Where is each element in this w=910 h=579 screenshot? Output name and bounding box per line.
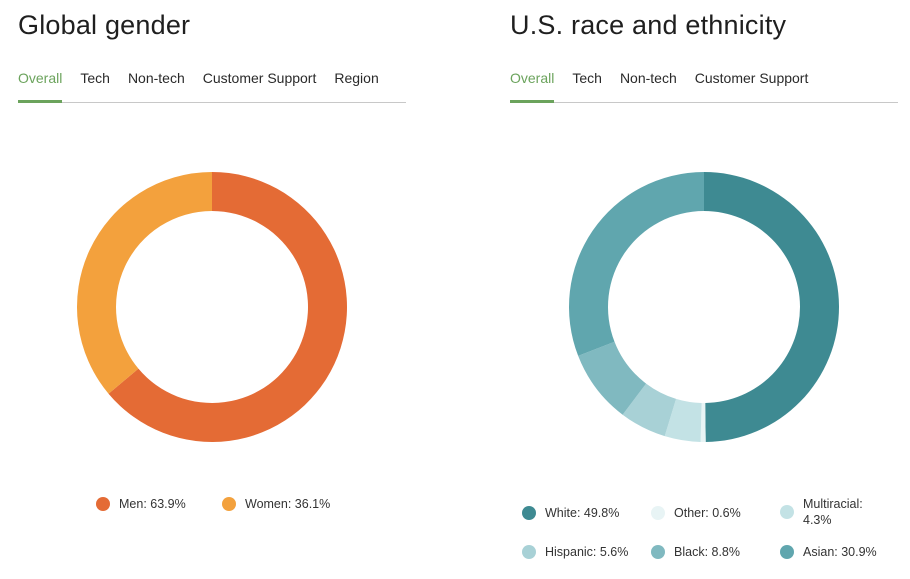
gender-donut-chart <box>77 172 348 442</box>
legend-item-multiracial: Multiracial: 4.3% <box>780 496 884 528</box>
race-tab-overall[interactable]: Overall <box>510 62 555 103</box>
legend-item-asian: Asian: 30.9% <box>780 544 877 560</box>
race-title: U.S. race and ethnicity <box>510 10 787 40</box>
legend-dot-multiracial <box>780 505 794 519</box>
legend-label-men: Men: 63.9% <box>119 497 186 511</box>
donut-slice-asian <box>569 172 704 356</box>
gender-tab-overall[interactable]: Overall <box>18 62 63 103</box>
legend-dot-men <box>96 497 110 511</box>
gender-tabs: Overall Tech Non-tech Customer Support R… <box>18 62 406 103</box>
race-tab-customer-support[interactable]: Customer Support <box>694 70 809 86</box>
race-tabs: Overall Tech Non-tech Customer Support <box>510 62 898 103</box>
legend-item-women: Women: 36.1% <box>222 496 330 512</box>
gender-title: Global gender <box>18 10 191 40</box>
donut-slice-multiracial <box>664 398 702 442</box>
legend-label-hispanic: Hispanic: 5.6% <box>545 545 629 559</box>
gender-tab-non-tech[interactable]: Non-tech <box>127 70 185 86</box>
gender-tab-region[interactable]: Region <box>334 70 379 86</box>
legend-dot-asian <box>780 545 794 559</box>
legend-item-other: Other: 0.6% <box>651 505 741 521</box>
donut-slice-hispanic <box>622 383 677 437</box>
legend-item-white: White: 49.8% <box>522 505 619 521</box>
race-tab-tech[interactable]: Tech <box>572 70 602 86</box>
legend-dot-other <box>651 506 665 520</box>
gender-tab-tech[interactable]: Tech <box>80 70 110 86</box>
legend-label-black: Black: 8.8% <box>674 545 741 559</box>
legend-label-other: Other: 0.6% <box>674 506 741 520</box>
race-tab-non-tech[interactable]: Non-tech <box>619 70 677 86</box>
legend-dot-white <box>522 506 536 520</box>
gender-tab-customer-support[interactable]: Customer Support <box>202 70 317 86</box>
legend-label-multiracial: Multiracial: 4.3% <box>803 497 863 527</box>
race-donut-chart <box>569 172 840 442</box>
legend-dot-women <box>222 497 236 511</box>
legend-label-asian: Asian: 30.9% <box>803 545 877 559</box>
legend-item-black: Black: 8.8% <box>651 544 740 560</box>
legend-dot-hispanic <box>522 545 536 559</box>
donut-slice-white <box>704 172 840 442</box>
legend-dot-black <box>651 545 665 559</box>
donut-slice-black <box>578 341 647 415</box>
donut-slice-men <box>108 172 348 442</box>
donut-slice-women <box>77 172 212 394</box>
legend-label-white: White: 49.8% <box>545 506 620 520</box>
donut-slice-other <box>700 402 706 442</box>
legend-item-hispanic: Hispanic: 5.6% <box>522 544 628 560</box>
legend-label-women: Women: 36.1% <box>245 497 331 511</box>
legend-item-men: Men: 63.9% <box>96 496 186 512</box>
